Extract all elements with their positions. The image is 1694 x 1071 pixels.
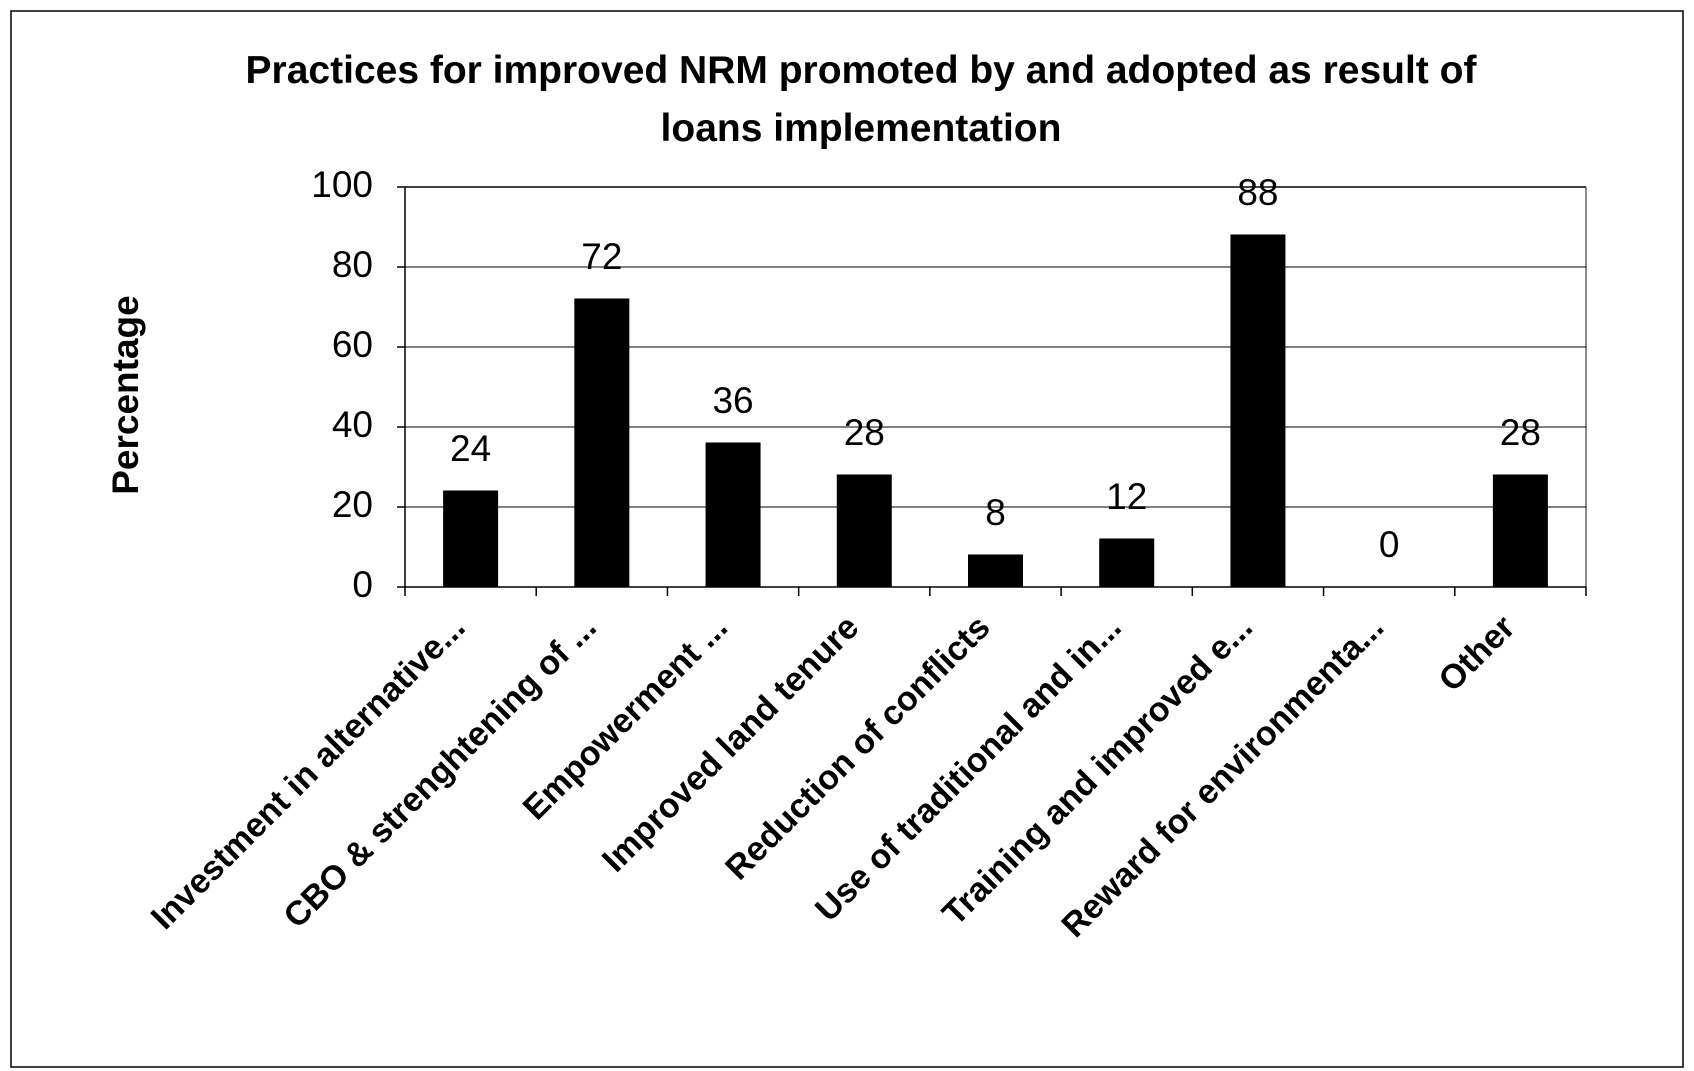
y-tick-label: 0 [352,564,373,605]
y-tick-label: 40 [332,404,373,445]
value-label: 24 [450,428,491,469]
bar [1230,234,1286,588]
y-tick-label: 80 [332,244,373,285]
bar [443,490,499,588]
value-label: 72 [581,236,622,277]
value-label: 0 [1379,524,1400,565]
bar [574,298,630,588]
y-tick-label: 20 [332,484,373,525]
chart-title: Practices for improved NRM promoted by a… [245,49,1477,150]
value-label: 28 [1500,412,1541,453]
bar [836,474,892,588]
bar [968,554,1023,588]
bar [1492,474,1548,588]
y-tick-label: 100 [311,164,373,205]
value-label: 28 [844,412,885,453]
bar [705,442,761,588]
x-tick-label: Other [1431,608,1522,699]
value-label: 36 [712,380,753,421]
x-tick-label: Improved land tenure [595,608,866,879]
y-tick-label: 60 [332,324,373,365]
chart-border [10,10,1684,1068]
value-label: 12 [1106,476,1147,517]
y-axis-label: Percentage [105,295,146,495]
value-label: 8 [985,492,1006,533]
value-label: 88 [1237,172,1278,213]
x-tick-label: Reduction of conflicts [718,608,997,887]
bar [1099,538,1155,588]
